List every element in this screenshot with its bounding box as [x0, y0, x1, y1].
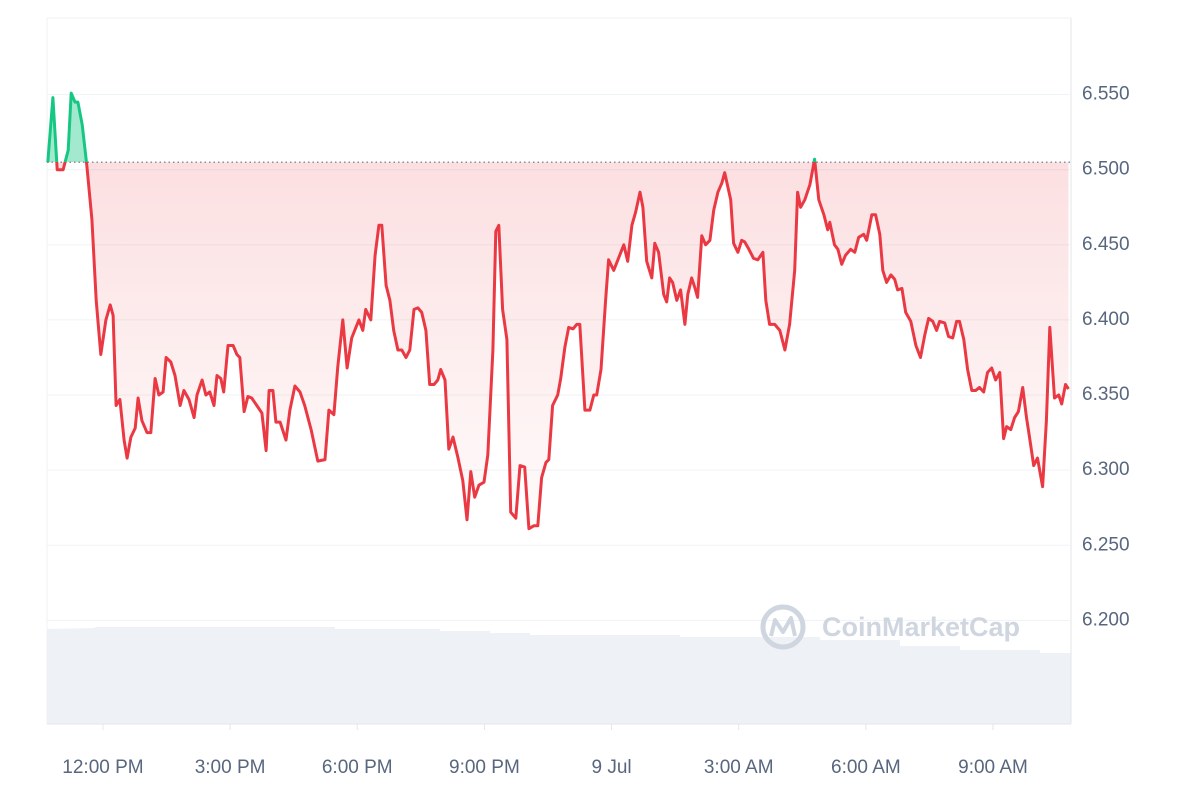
y-tick-label: 6.350 [1082, 384, 1130, 405]
watermark-logo [760, 604, 806, 650]
y-tick-label: 6.300 [1082, 459, 1130, 480]
x-tick-label: 3:00 AM [704, 757, 774, 778]
x-tick-label: 9 Jul [591, 757, 631, 778]
price-line [46, 91, 1070, 531]
x-tick-label: 12:00 PM [62, 757, 143, 778]
y-tick-label: 6.450 [1082, 234, 1130, 255]
x-tick-label: 6:00 PM [322, 757, 393, 778]
x-tick-label: 9:00 PM [449, 757, 520, 778]
y-tick-label: 6.500 [1082, 159, 1130, 180]
x-tick-label: 6:00 AM [831, 757, 901, 778]
y-tick-label: 6.400 [1082, 309, 1130, 330]
x-tick-label: 3:00 PM [195, 757, 266, 778]
volume-area [47, 627, 1071, 724]
y-tick-label: 6.550 [1082, 84, 1130, 105]
price-area [47, 93, 1069, 529]
x-tick-label: 9:00 AM [958, 757, 1028, 778]
watermark-text: CoinMarketCap [822, 612, 1020, 642]
y-tick-label: 6.250 [1082, 534, 1130, 555]
y-tick-label: 6.200 [1082, 609, 1130, 630]
watermark-logo-mark [769, 616, 797, 637]
watermark: CoinMarketCap [760, 604, 1020, 650]
